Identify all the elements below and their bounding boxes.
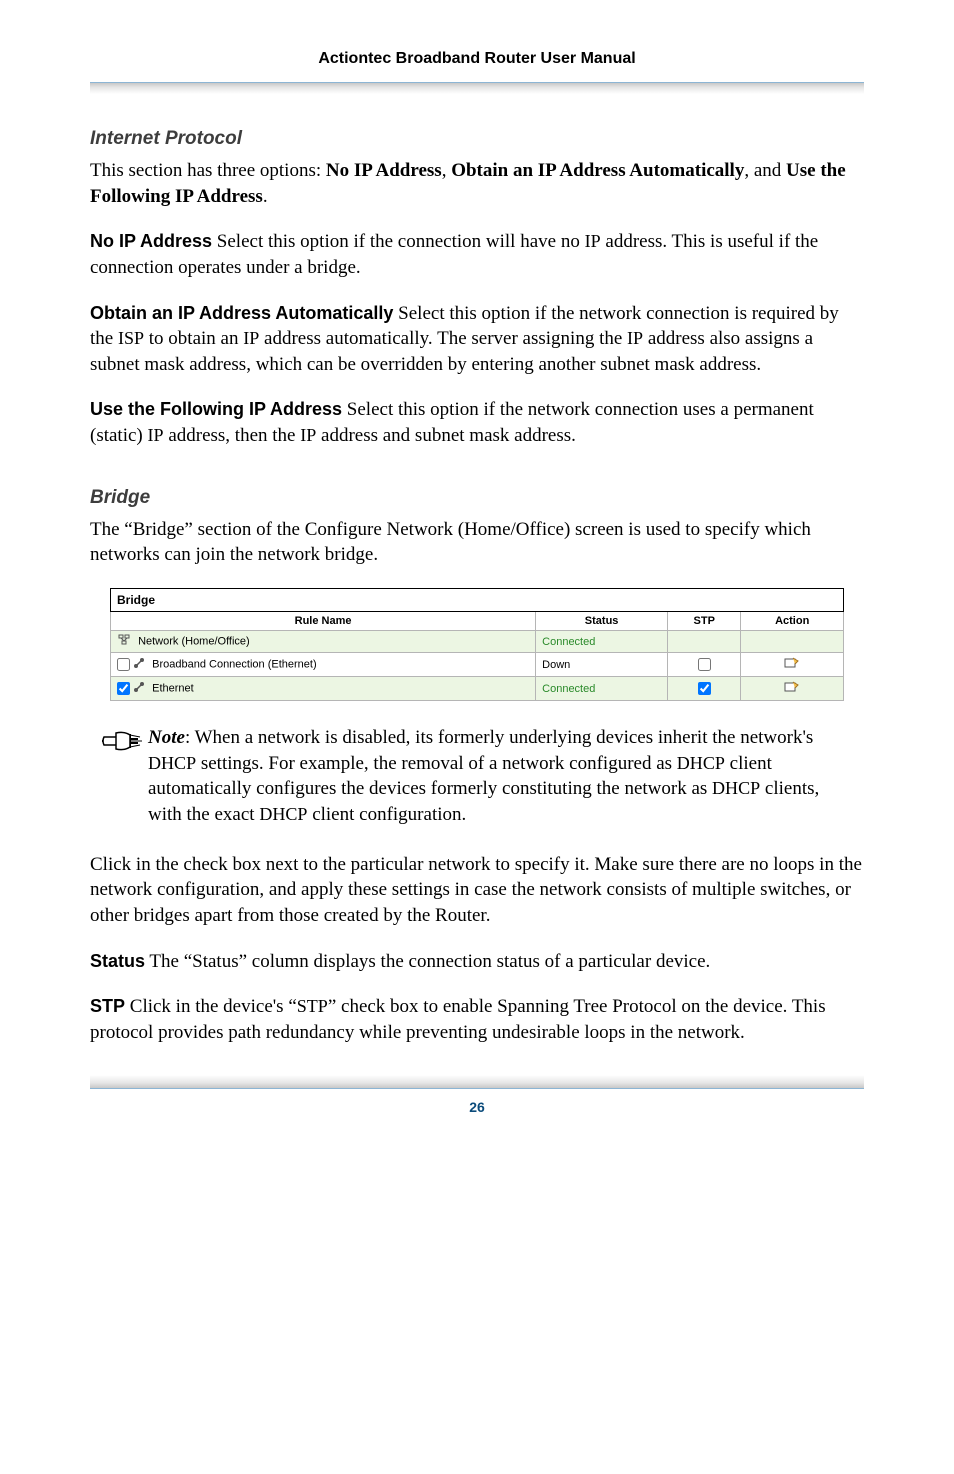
- action-cell: [741, 631, 844, 653]
- action-cell: [741, 653, 844, 677]
- obtain-paragraph: Obtain an IP Address Automatically Selec…: [90, 301, 864, 378]
- bridge-table: Bridge Rule Name Status STP Action Netwo…: [110, 588, 844, 701]
- rule-name-text: Network (Home/Office): [138, 635, 250, 647]
- stp-cell: [668, 653, 741, 677]
- stp-checkbox[interactable]: [698, 682, 711, 695]
- use-ip1: IP: [148, 425, 164, 445]
- note-dhcp3: DHCP: [712, 778, 760, 798]
- obtain-ip1: IP: [243, 328, 259, 348]
- page-number: 26: [90, 1089, 864, 1115]
- bridge-table-container: Bridge Rule Name Status STP Action Netwo…: [110, 588, 844, 701]
- use-following-paragraph: Use the Following IP Address Select this…: [90, 397, 864, 448]
- no-ip-t1: Select this option if the connection wil…: [212, 231, 585, 252]
- rule-name-text: Ethernet: [152, 682, 194, 694]
- opt-obtain: Obtain an IP Address Automatically: [451, 160, 744, 181]
- note-t2: settings. For example, the removal of a …: [196, 753, 677, 774]
- col-rule-name: Rule Name: [111, 612, 536, 631]
- use-label: Use the Following IP Address: [90, 399, 342, 419]
- stp-sc: STP: [297, 996, 328, 1016]
- intro-end: .: [263, 186, 268, 207]
- bridge-title-cell: Bridge: [111, 589, 844, 612]
- note-t1: : When a network is disabled, its former…: [185, 727, 813, 748]
- stp-t1: Click in the device's “: [125, 996, 297, 1017]
- intro-text: This section has three options:: [90, 160, 326, 181]
- obtain-label: Obtain an IP Address Automatically: [90, 303, 393, 323]
- note-text: Note: When a network is disabled, its fo…: [148, 725, 834, 828]
- rule-cell: Ethernet: [111, 677, 536, 701]
- sep2: , and: [744, 160, 786, 181]
- note-hand-icon: [100, 725, 148, 760]
- edit-action-icon[interactable]: [784, 685, 800, 697]
- connection-icon: [133, 657, 145, 672]
- note-label: Note: [148, 727, 185, 748]
- intro-paragraph: This section has three options: No IP Ad…: [90, 158, 864, 209]
- obtain-isp: ISP: [118, 328, 144, 348]
- stp-paragraph: STP Click in the device's “STP” check bo…: [90, 994, 864, 1045]
- status-cell: Connected: [536, 631, 668, 653]
- stp-cell: [668, 677, 741, 701]
- rule-name-text: Broadband Connection (Ethernet): [152, 658, 317, 670]
- use-ip2: IP: [300, 425, 316, 445]
- stp-checkbox[interactable]: [698, 658, 711, 671]
- row-select-checkbox[interactable]: [117, 682, 130, 695]
- row-select-checkbox[interactable]: [117, 658, 130, 671]
- stp-cell: [668, 631, 741, 653]
- note-block: Note: When a network is disabled, its fo…: [100, 725, 834, 828]
- note-t5: client configuration.: [307, 804, 466, 825]
- sep1: ,: [442, 160, 452, 181]
- stp-label: STP: [90, 996, 125, 1016]
- edit-action-icon[interactable]: [784, 661, 800, 673]
- table-row: Network (Home/Office) Connected: [111, 631, 844, 653]
- col-stp: STP: [668, 612, 741, 631]
- page-header: Actiontec Broadband Router User Manual: [90, 50, 864, 82]
- action-cell: [741, 677, 844, 701]
- use-t3: address and subnet mask address.: [316, 425, 576, 446]
- obtain-t3: address automatically. The server assign…: [259, 328, 627, 349]
- col-status: Status: [536, 612, 668, 631]
- bridge-title-row: Bridge: [111, 589, 844, 612]
- note-dhcp2: DHCP: [677, 753, 725, 773]
- status-label: Status: [90, 951, 145, 971]
- obtain-t2: to obtain an: [144, 328, 243, 349]
- click-checkbox-paragraph: Click in the check box next to the parti…: [90, 852, 864, 929]
- connection-icon: [133, 681, 145, 696]
- bridge-header-row: Rule Name Status STP Action: [111, 612, 844, 631]
- status-text: The “Status” column displays the connect…: [145, 951, 710, 972]
- rule-cell: Network (Home/Office): [111, 631, 536, 653]
- obtain-ip2: IP: [627, 328, 643, 348]
- no-ip-label: No IP Address: [90, 231, 212, 251]
- status-cell: Down: [536, 653, 668, 677]
- header-divider: [90, 82, 864, 94]
- table-row: Ethernet Connected: [111, 677, 844, 701]
- rule-cell: Broadband Connection (Ethernet): [111, 653, 536, 677]
- footer-divider: [90, 1075, 864, 1089]
- internet-protocol-heading: Internet Protocol: [90, 128, 864, 150]
- note-dhcp1: DHCP: [148, 753, 196, 773]
- opt-no-ip: No IP Address: [326, 160, 442, 181]
- use-t2: address, then the: [164, 425, 301, 446]
- network-icon: [117, 634, 131, 649]
- no-ip-ip: IP: [585, 231, 601, 251]
- status-paragraph: Status The “Status” column displays the …: [90, 949, 864, 975]
- no-ip-paragraph: No IP Address Select this option if the …: [90, 229, 864, 280]
- table-row: Broadband Connection (Ethernet) Down: [111, 653, 844, 677]
- col-action: Action: [741, 612, 844, 631]
- bridge-intro: The “Bridge” section of the Configure Ne…: [90, 517, 864, 568]
- note-dhcp4: DHCP: [259, 804, 307, 824]
- status-cell: Connected: [536, 677, 668, 701]
- bridge-heading: Bridge: [90, 487, 864, 509]
